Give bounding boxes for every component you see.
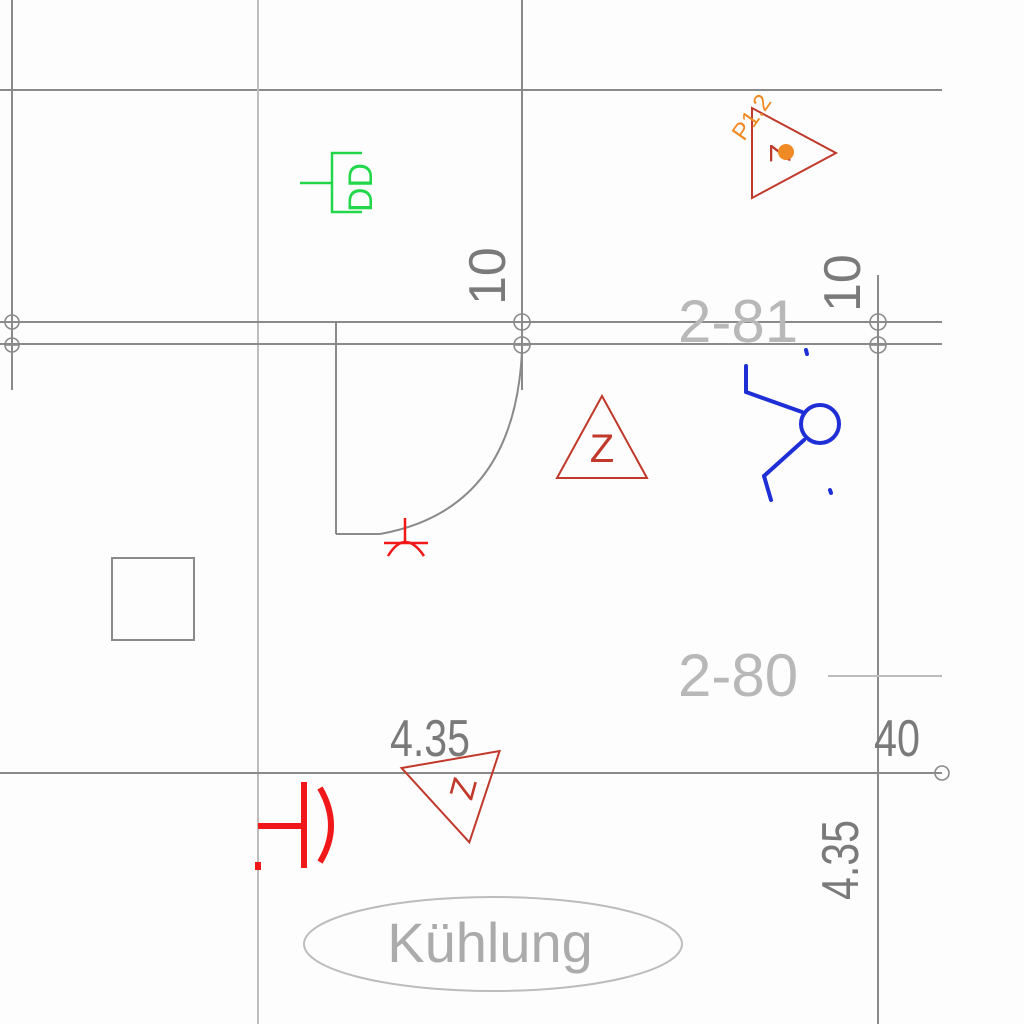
grid-marker xyxy=(513,313,531,331)
label-kuhlung: Kühlung xyxy=(387,911,593,974)
room-number-2-80: 2-80 xyxy=(678,642,798,709)
wall-lines xyxy=(0,0,942,1024)
column-square xyxy=(111,557,195,641)
dimension-4-35-vertical: 4.35 xyxy=(812,820,870,900)
dd-connection-symbol xyxy=(300,151,362,214)
door-swing xyxy=(335,322,523,535)
red-outlet-large-icon xyxy=(255,782,334,870)
grid-marker xyxy=(934,765,950,781)
room-function-label: Kühlung xyxy=(303,896,683,992)
dimension-texts: 10 10 4.35 4.35 40 xyxy=(390,247,920,900)
z-middle-letter: Z xyxy=(590,427,614,471)
dimension-4-35-horizontal: 4.35 xyxy=(390,710,470,768)
dimension-40: 40 xyxy=(874,710,920,768)
blue-sensor-symbol xyxy=(744,348,841,502)
grid-marker xyxy=(4,314,20,330)
grid-marker xyxy=(4,337,20,353)
z-bottom-letter: Z xyxy=(443,774,485,804)
grid-markers xyxy=(4,313,950,781)
label-oval xyxy=(303,896,683,992)
door-arc xyxy=(379,349,523,535)
dimension-10-right: 10 xyxy=(814,254,872,312)
room-number-2-81: 2-81 xyxy=(678,288,798,355)
dimension-10-left: 10 xyxy=(459,247,517,305)
z-triangle-middle-icon: Z xyxy=(555,393,649,479)
red-outlet-small-icon xyxy=(384,518,428,557)
grid-marker xyxy=(869,336,887,354)
z-triangle-top-icon: Z xyxy=(751,106,839,200)
dd-label: DD xyxy=(342,163,380,212)
grid-marker xyxy=(869,313,887,331)
orange-dot-marker xyxy=(778,144,794,160)
